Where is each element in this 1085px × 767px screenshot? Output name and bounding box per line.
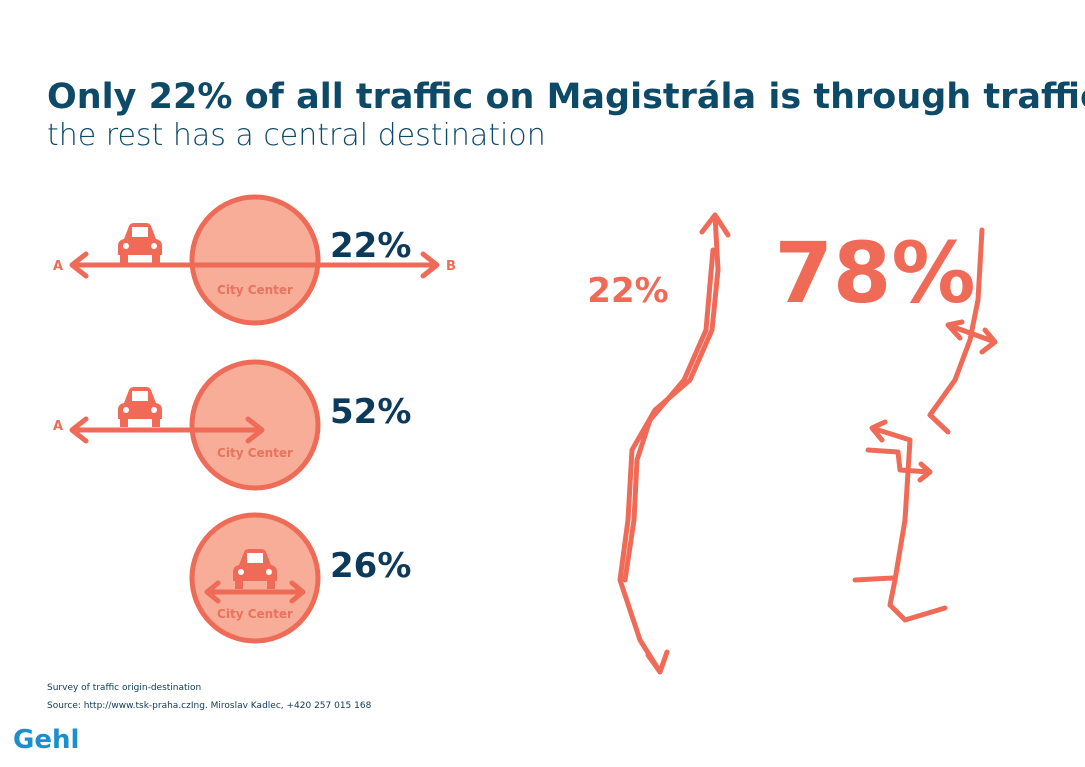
origin-label: A bbox=[53, 419, 63, 434]
source: Source: http://www.tsk-praha.czIng. Miro… bbox=[47, 701, 372, 711]
logo: Gehl bbox=[13, 725, 79, 755]
through-traffic: A B City Center 22% bbox=[53, 194, 456, 326]
percent: 26% bbox=[330, 546, 411, 586]
title: Only 22% of all traffic on Magistrála is… bbox=[47, 77, 1085, 117]
through-share: 22% bbox=[587, 271, 668, 311]
inbound-traffic: A City Center 52% bbox=[53, 359, 411, 491]
subtitle: the rest has a central destination bbox=[47, 118, 546, 153]
route-map bbox=[617, 212, 998, 675]
percent: 22% bbox=[330, 226, 411, 266]
internal-traffic: City Center 26% bbox=[189, 512, 411, 644]
circle-label: City Center bbox=[217, 283, 293, 297]
destination-share: 78% bbox=[774, 224, 975, 322]
origin-label: A bbox=[53, 259, 63, 274]
percent: 52% bbox=[330, 392, 411, 432]
circle-label: City Center bbox=[217, 607, 293, 621]
destination-label: B bbox=[446, 259, 456, 274]
footnote: Survey of traffic origin-destination bbox=[47, 683, 201, 693]
circle-label: City Center bbox=[217, 446, 293, 460]
